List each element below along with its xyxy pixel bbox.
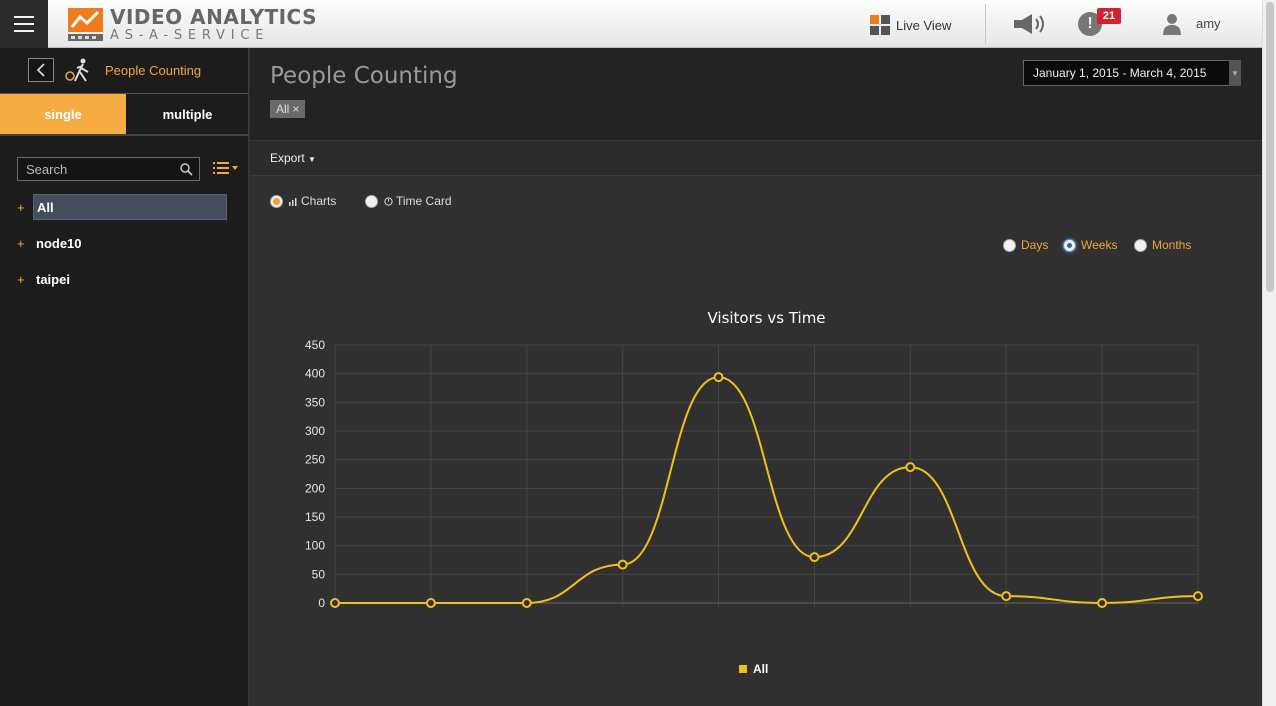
sidebar-title: People Counting (105, 63, 202, 78)
weeks-radio[interactable]: Weeks (1063, 237, 1117, 253)
logo-icon (68, 8, 103, 41)
grid-icon (870, 15, 890, 35)
data-point (1001, 591, 1012, 602)
data-point (713, 372, 724, 383)
y-tick-label: 100 (305, 539, 325, 553)
app-subtitle: AS-A-SERVICE (110, 28, 270, 43)
y-tick-label: 300 (305, 424, 325, 438)
y-tick-label: 200 (305, 481, 325, 495)
data-point (905, 462, 916, 473)
y-tick-label: 400 (305, 367, 325, 381)
time-card-radio[interactable]: Time Card (365, 193, 452, 209)
date-range-picker[interactable]: January 1, 2015 - March 4, 2015 (1023, 60, 1241, 86)
data-point (809, 552, 820, 563)
filter-chip[interactable]: All × (270, 100, 306, 118)
y-tick-label: 450 (305, 338, 325, 352)
scrollbar-thumb[interactable] (1266, 2, 1274, 292)
user-icon[interactable] (1162, 12, 1182, 36)
tree-item-taipei[interactable]: + taipei (17, 266, 73, 292)
live-view-button[interactable]: Live View (870, 14, 951, 36)
header-divider (985, 4, 986, 44)
bar-chart-icon (289, 197, 297, 206)
tab-single[interactable]: single (0, 94, 126, 134)
radio-button[interactable] (270, 194, 283, 208)
sidebar-header: People Counting (0, 48, 249, 93)
top-bar: VIDEO ANALYTICS AS-A-SERVICE Live View !… (0, 0, 1262, 48)
charts-label: Charts (301, 194, 337, 208)
data-point (425, 598, 436, 608)
data-point (330, 598, 340, 608)
caret-down-icon: ▼ (308, 155, 316, 164)
export-label: Export (270, 151, 305, 165)
username[interactable]: amy (1196, 16, 1221, 31)
y-tick-label: 250 (305, 453, 325, 467)
radio-button[interactable] (1063, 238, 1076, 252)
data-point (521, 598, 532, 608)
expand-icon[interactable]: + (17, 199, 25, 215)
tree-item-node10[interactable]: + node10 (17, 230, 85, 256)
toolbar: Export ▼ (250, 140, 1262, 176)
live-view-label: Live View (896, 17, 952, 33)
visitors-chart: Visitors vs Time 0 50 100 150 200 250 300 350 400… (305, 309, 1203, 610)
back-button[interactable] (28, 58, 54, 82)
scrollbar[interactable] (1262, 0, 1276, 706)
tree-item-label: node10 (36, 235, 82, 251)
alert-count-badge: 21 (1097, 8, 1121, 24)
data-point (1193, 591, 1203, 602)
sidebar: People Counting single multiple + All + … (0, 48, 249, 706)
list-menu-icon[interactable] (213, 161, 239, 175)
expand-icon[interactable]: + (17, 235, 25, 251)
radio-button[interactable] (365, 194, 378, 208)
weeks-label: Weeks (1081, 238, 1118, 252)
mode-tabs: single multiple (0, 93, 249, 136)
legend-label: All (753, 662, 769, 676)
search-icon[interactable] (180, 162, 193, 176)
clock-icon (384, 196, 393, 206)
tab-multiple[interactable]: multiple (162, 106, 213, 122)
page-title: People Counting (270, 63, 458, 89)
filter-chip-label: All (276, 102, 290, 116)
megaphone-icon[interactable] (1012, 12, 1048, 36)
data-point (1097, 598, 1108, 608)
expand-icon[interactable]: + (17, 271, 25, 287)
tree-item-all[interactable]: + All (17, 194, 227, 220)
export-dropdown[interactable]: Export ▼ (270, 151, 316, 165)
y-tick-label: 0 (318, 596, 325, 610)
radio-button[interactable] (1003, 238, 1016, 252)
months-label: Months (1152, 238, 1192, 252)
main-header: People Counting All × January 1, 2015 - … (250, 48, 1262, 140)
series-line (335, 376, 1199, 605)
search-box (17, 157, 200, 181)
menu-icon[interactable] (0, 0, 48, 48)
tree-item-label: taipei (36, 271, 70, 287)
y-tick-label: 50 (312, 567, 326, 581)
chart-legend[interactable]: All (739, 662, 768, 676)
chevron-down-icon[interactable]: ▼ (1229, 60, 1241, 86)
app-title: VIDEO ANALYTICS (110, 5, 317, 29)
y-tick-label: 150 (305, 510, 325, 524)
search-input[interactable] (24, 160, 174, 178)
close-icon[interactable]: × (292, 102, 300, 116)
time-card-label: Time Card (396, 194, 452, 208)
tree-item-label: All (33, 194, 227, 220)
chart-title: Visitors vs Time (707, 309, 825, 327)
radio-button[interactable] (1134, 238, 1147, 252)
y-tick-label: 350 (305, 395, 325, 409)
legend-swatch (739, 665, 747, 673)
people-counting-icon (65, 58, 89, 82)
chevron-left-icon (36, 63, 45, 77)
data-point (617, 559, 628, 570)
days-label: Days (1021, 238, 1049, 252)
months-radio[interactable]: Months (1134, 237, 1191, 253)
days-radio[interactable]: Days (1003, 237, 1048, 253)
charts-radio[interactable]: Charts (270, 193, 336, 209)
